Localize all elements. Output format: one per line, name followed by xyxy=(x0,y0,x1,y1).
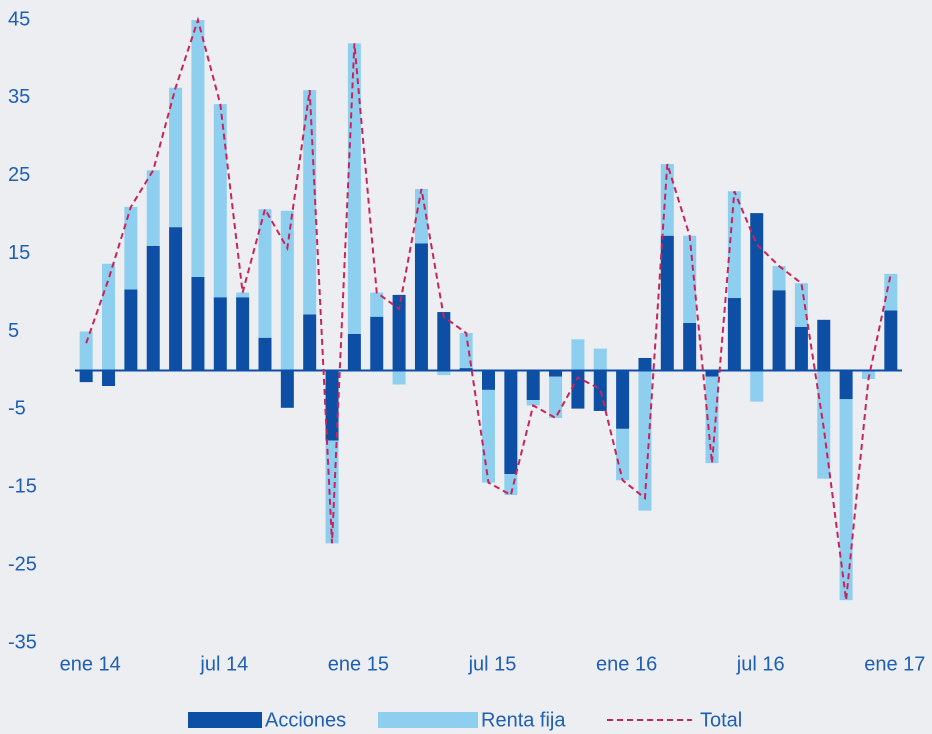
bar xyxy=(616,428,630,481)
bar xyxy=(526,370,540,401)
bar xyxy=(347,43,361,334)
bar xyxy=(102,370,116,387)
bar xyxy=(504,370,518,475)
bar xyxy=(526,400,540,406)
y-tick-label: 25 xyxy=(8,164,30,186)
bar xyxy=(236,297,250,371)
bar xyxy=(169,87,183,228)
bar xyxy=(303,314,317,371)
bar xyxy=(616,370,630,429)
bar xyxy=(705,376,719,464)
x-tick-label: jul 16 xyxy=(736,653,785,675)
bar xyxy=(772,290,786,371)
bar xyxy=(839,399,853,601)
bar xyxy=(772,266,786,291)
bar xyxy=(459,368,473,371)
x-tick-label: jul 15 xyxy=(468,653,517,675)
bar xyxy=(102,263,116,371)
bar xyxy=(750,370,764,402)
x-tick-label: jul 14 xyxy=(199,653,248,675)
y-tick-label: -5 xyxy=(8,398,26,420)
bar xyxy=(370,316,384,371)
bar xyxy=(683,235,697,323)
y-tick-label: 35 xyxy=(8,86,30,108)
bar xyxy=(280,210,294,371)
bar xyxy=(258,209,272,338)
bar xyxy=(146,170,160,246)
legend-label: Renta fija xyxy=(481,709,566,731)
bar xyxy=(347,333,361,371)
x-tick-label: ene 14 xyxy=(60,653,121,675)
legend-swatch xyxy=(188,712,262,728)
bar xyxy=(683,322,697,371)
bar xyxy=(191,276,205,371)
bar xyxy=(325,370,339,441)
bar xyxy=(571,370,585,409)
bar xyxy=(750,213,764,371)
bar xyxy=(191,20,205,277)
y-tick-label: 5 xyxy=(8,320,19,342)
bar xyxy=(437,370,451,376)
bar xyxy=(303,90,317,315)
bar xyxy=(638,370,652,511)
y-tick-label: 45 xyxy=(8,8,30,30)
bar xyxy=(124,206,138,290)
legend-swatch xyxy=(378,712,478,728)
bar xyxy=(638,357,652,371)
bar xyxy=(884,310,898,371)
bar xyxy=(370,292,384,317)
x-tick-label: ene 16 xyxy=(596,653,657,675)
bar xyxy=(258,337,272,371)
bar xyxy=(146,245,160,371)
x-tick-label: ene 15 xyxy=(328,653,389,675)
bar xyxy=(817,319,831,371)
bar xyxy=(705,370,719,377)
bar xyxy=(794,326,808,371)
bar xyxy=(213,297,227,371)
bar xyxy=(392,370,406,385)
y-tick-label: 15 xyxy=(8,242,30,264)
bar xyxy=(459,333,473,369)
bar xyxy=(794,283,808,327)
x-tick-label: ene 17 xyxy=(864,653,925,675)
bar xyxy=(839,370,853,400)
bar xyxy=(593,348,607,371)
bar xyxy=(392,294,406,371)
y-tick-label: -25 xyxy=(8,553,37,575)
bar xyxy=(727,298,741,371)
y-tick-label: -35 xyxy=(8,631,37,653)
bar xyxy=(213,104,227,298)
bar xyxy=(660,235,674,371)
bar xyxy=(124,289,138,371)
bar xyxy=(482,389,495,483)
bar xyxy=(884,273,898,311)
bar xyxy=(414,243,428,371)
total-line xyxy=(85,16,892,601)
bar xyxy=(727,191,741,299)
bar xyxy=(236,292,250,298)
bar xyxy=(79,370,93,383)
bar xyxy=(549,370,563,377)
legend-label: Total xyxy=(700,709,742,731)
legend-label: Acciones xyxy=(265,709,346,731)
bar xyxy=(437,312,451,371)
bar xyxy=(482,370,495,390)
bar xyxy=(169,227,183,371)
y-tick-label: -15 xyxy=(8,476,37,498)
bar xyxy=(79,331,93,371)
bar xyxy=(280,370,294,408)
bar xyxy=(571,339,585,371)
bar xyxy=(549,376,563,418)
